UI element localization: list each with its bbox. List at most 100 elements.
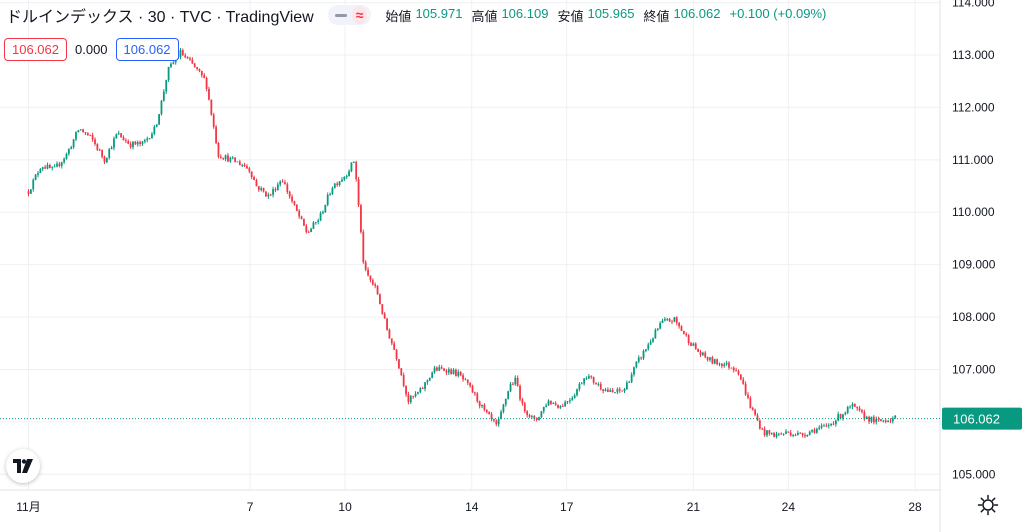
candle-body (884, 420, 887, 422)
candle-body (500, 411, 502, 420)
candle-body (875, 419, 878, 423)
candle-body (519, 385, 521, 400)
candle-body (82, 129, 85, 133)
candle-body (861, 410, 863, 412)
candle-body (830, 423, 832, 426)
candle-body (770, 433, 773, 434)
candle-body (314, 221, 317, 223)
candle-body (820, 425, 823, 428)
candle-body (794, 435, 797, 436)
candle-body (438, 367, 441, 371)
candle-body (96, 144, 99, 150)
candle-body (725, 362, 728, 365)
candle-body (737, 370, 740, 375)
close-label: 終値 (643, 8, 670, 24)
candle-body (623, 389, 626, 392)
candle-body (606, 389, 609, 392)
candle-body (345, 176, 348, 178)
candle-body (426, 380, 429, 383)
candle-body (155, 124, 158, 127)
open-label: 始値 (385, 8, 412, 24)
candle-body (557, 404, 559, 408)
candle-body (894, 415, 897, 419)
candle-body (744, 383, 747, 395)
candle-body (514, 377, 517, 385)
candle-body (856, 406, 859, 409)
candle-body (459, 371, 462, 376)
x-tick-label: 10 (338, 500, 352, 514)
sell-price-badge[interactable]: 106.062 (4, 38, 67, 61)
candle-body (680, 326, 683, 331)
candle-body (611, 390, 614, 393)
candle-body (322, 212, 324, 214)
candle-body (46, 164, 49, 169)
y-tick-label: 114.000 (952, 0, 995, 10)
candle-body (678, 322, 681, 327)
candle-body (267, 194, 270, 197)
candle-body (350, 162, 353, 172)
candle-body (595, 382, 597, 385)
candle-body (578, 383, 581, 390)
candle-body (160, 100, 163, 115)
candle-body (298, 210, 301, 217)
candle-body (785, 431, 787, 434)
candle-body (94, 139, 96, 145)
candle-body (718, 363, 721, 365)
candle-body (602, 389, 605, 391)
y-tick-label: 107.000 (952, 362, 996, 376)
candle-body (357, 179, 360, 206)
candle-body (701, 352, 704, 355)
candle-body (545, 405, 548, 407)
candle-body (412, 396, 415, 397)
candle-body (238, 161, 241, 166)
candle-body (599, 384, 602, 390)
candle-body (200, 70, 203, 76)
candle-body (661, 320, 664, 324)
candle-body (604, 389, 607, 391)
candle-body (780, 433, 783, 435)
candle-body (583, 378, 586, 384)
candle-body (493, 418, 495, 421)
candle-body (248, 168, 251, 172)
candle-body (516, 377, 519, 386)
candle-body (326, 194, 329, 206)
candle-body (811, 429, 814, 432)
candle-body (685, 333, 688, 336)
gear-icon[interactable] (977, 494, 999, 516)
candle-body (367, 269, 369, 276)
tradingview-logo-icon[interactable] (6, 449, 40, 483)
x-tick-label: 14 (465, 500, 479, 514)
candle-body (205, 77, 208, 89)
candle-body (241, 164, 244, 166)
candle-body (561, 406, 564, 407)
candle-body (711, 357, 714, 364)
candle-body (53, 166, 56, 168)
candle-body (189, 58, 191, 60)
candle-body (528, 415, 531, 417)
approx-icon: ≈ (351, 6, 368, 24)
candle-body (659, 323, 662, 329)
candle-body (79, 129, 82, 131)
chart-header: ドルインデックス · 30 · TVC · TradingView ≈ 始値 10… (6, 4, 831, 26)
candle-body (445, 370, 448, 373)
candle-body (587, 376, 590, 379)
candle-body (329, 194, 331, 195)
candle-body (91, 135, 94, 140)
candle-body (110, 147, 113, 150)
candle-body (56, 163, 58, 167)
candle-body (124, 140, 127, 142)
candle-body (172, 62, 175, 64)
candle-body (749, 397, 752, 408)
symbol-title[interactable]: ドルインデックス · 30 · TVC · TradingView (6, 9, 314, 26)
buy-price-badge[interactable]: 106.062 (115, 38, 179, 61)
candle-body (371, 280, 374, 285)
indicator-pill[interactable]: ≈ (327, 5, 372, 25)
candle-body (863, 411, 866, 420)
candle-body (823, 425, 825, 427)
candle-body (509, 383, 512, 392)
candle-body (229, 157, 232, 162)
candle-body (105, 157, 108, 163)
candle-body (424, 382, 426, 389)
